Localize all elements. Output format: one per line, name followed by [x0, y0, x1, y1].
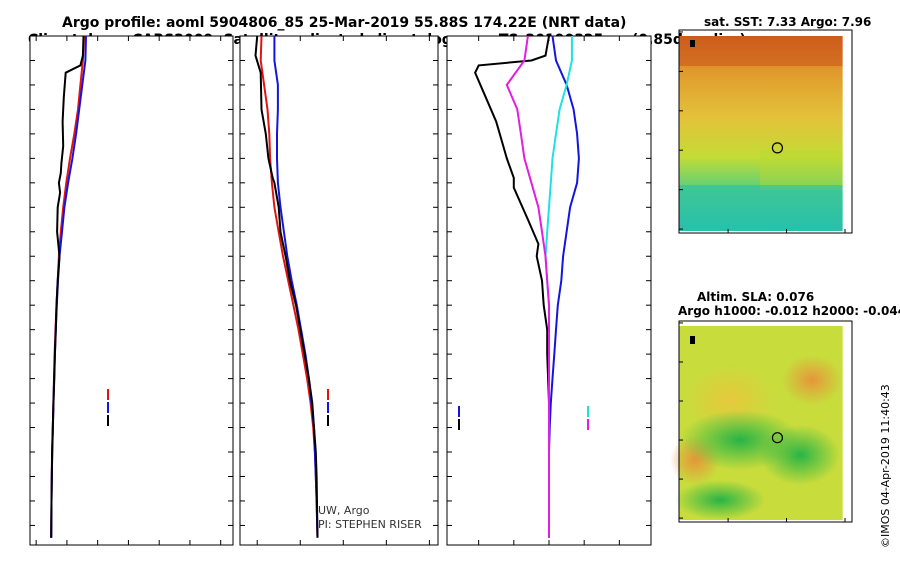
sst-cold-band [679, 185, 843, 231]
sla_map-nodata-south [680, 520, 851, 521]
credit-line1: UW, Argo [318, 504, 370, 517]
sst-warm-band [679, 36, 843, 66]
salinity-plot-frame [239, 35, 439, 546]
sla-green-blob-south [675, 480, 765, 520]
sla-green-blob-east [760, 425, 840, 485]
differences-series-salinity_diff-line [505, 35, 550, 538]
temperature-series-argo-line [50, 35, 85, 538]
sla-map-title: Altim. SLA: 0.076 [697, 290, 814, 304]
sla-orange-blob [782, 355, 842, 405]
sla-map-subtitle: Argo h1000: -0.012 h2000: -0.044 [678, 304, 900, 318]
sla_map-nodata-east [842, 322, 851, 521]
differences-series-argo-line [473, 35, 550, 538]
sla_map-frame [678, 320, 853, 523]
imos-credit: ©IMOS 04-Apr-2019 11:40:43 [879, 384, 892, 548]
sst_map-nodata-east [842, 31, 851, 232]
sst_map-nodata-south [680, 231, 851, 232]
sst-map-panel: sat. SST: 7.33 Argo: 7.96 [678, 15, 871, 234]
salinity-panel [239, 35, 439, 546]
sla_map-profile-marker [771, 432, 784, 444]
temperature-panel [29, 35, 234, 546]
difference-panel [446, 35, 652, 546]
temperature-plot-frame [29, 35, 234, 546]
figure-title-line1: Argo profile: aoml 5904806_85 25-Mar-201… [62, 15, 626, 31]
sst-green-band [760, 150, 843, 190]
sst_map-profile-marker [771, 142, 784, 154]
sla-map-panel: Altim. SLA: 0.076 Argo h1000: -0.012 h20… [670, 290, 900, 523]
salinity-series-argo-line [254, 35, 319, 538]
sla-land-speck [690, 336, 695, 344]
sst_map-frame [678, 29, 853, 234]
sst-map-title: sat. SST: 7.33 Argo: 7.96 [704, 15, 871, 29]
credit-line2: PI: STEPHEN RISER [318, 518, 422, 531]
sst-land-speck [690, 40, 695, 47]
